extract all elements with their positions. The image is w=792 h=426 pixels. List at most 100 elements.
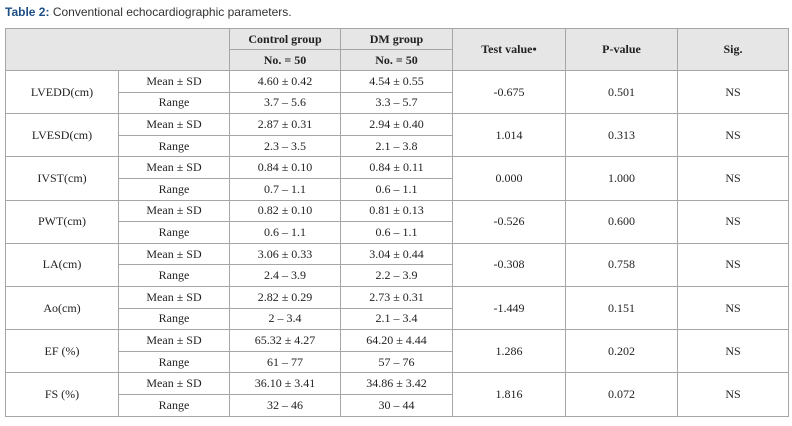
table-row: Range 0.6 – 1.1 0.6 – 1.1 bbox=[6, 221, 789, 244]
stat-label: Mean ± SD bbox=[118, 199, 230, 223]
table-row: PWT(cm) Mean ± SD 0.82 ± 0.10 0.81 ± 0.13 -0… bbox=[5, 199, 789, 244]
stat-value: 34.86 ± 3.42 bbox=[340, 372, 453, 395]
significance: NS bbox=[677, 329, 789, 374]
stat-value: 57 – 76 bbox=[340, 350, 453, 374]
significance: NS bbox=[677, 285, 789, 331]
stat-value: 2.82 ± 0.29 bbox=[229, 285, 341, 309]
test-value: -1.449 bbox=[452, 285, 566, 331]
stat-label: Mean ± SD bbox=[118, 242, 230, 266]
stat-label: Range bbox=[118, 221, 230, 244]
header-cell: P-value bbox=[565, 28, 678, 71]
parameter: FS (%) bbox=[5, 372, 119, 417]
stat-value: 0.84 ± 0.11 bbox=[340, 156, 453, 179]
test-value: 1.816 bbox=[452, 372, 566, 417]
stat-value: 32 – 46 bbox=[229, 393, 341, 417]
stat-value: 2 – 3.4 bbox=[229, 307, 341, 331]
table: Control group DM group Test value• P-val… bbox=[5, 28, 789, 417]
stat-value: 2.2 – 3.9 bbox=[340, 264, 453, 287]
test-value: -0.308 bbox=[452, 242, 566, 287]
stat-value: 0.6 – 1.1 bbox=[229, 221, 341, 244]
stat-value: 65.32 ± 4.27 bbox=[229, 329, 341, 352]
parameter: Ao(cm) bbox=[5, 285, 119, 331]
stat-label: Mean ± SD bbox=[118, 372, 230, 395]
stat-value: 2.73 ± 0.31 bbox=[340, 285, 453, 309]
header-cell: Test value• bbox=[452, 28, 566, 71]
stat-value: 0.7 – 1.1 bbox=[229, 177, 341, 201]
table-row: LVEDD(cm) Mean ± SD 4.60 ± 0.42 4.54 ± 0.55… bbox=[5, 69, 789, 115]
table-row: FS (%) Mean ± SD 36.10 ± 3.41 34.86 ± 3.42 1… bbox=[5, 372, 789, 417]
stat-value: 2.1 – 3.8 bbox=[340, 134, 453, 158]
stat-label: Range bbox=[118, 91, 230, 115]
stat-label: Range bbox=[118, 350, 230, 374]
stat-value: 0.84 ± 0.10 bbox=[229, 156, 341, 179]
stat-label: Range bbox=[118, 264, 230, 287]
stat-value: 4.60 ± 0.42 bbox=[229, 70, 341, 93]
stat-label: Range bbox=[118, 177, 230, 201]
parameter: IVST(cm) bbox=[5, 156, 119, 201]
table-row: LA(cm) Mean ± SD 3.06 ± 0.33 3.04 ± 0.44 -0.… bbox=[5, 242, 789, 287]
parameter: LVEDD(cm) bbox=[5, 69, 119, 115]
stat-value: 3.04 ± 0.44 bbox=[340, 242, 453, 266]
stat-value: 2.87 ± 0.31 bbox=[229, 113, 341, 136]
test-value: 0.000 bbox=[452, 156, 566, 201]
parameter: LA(cm) bbox=[5, 242, 119, 287]
stat-value: 2.94 ± 0.40 bbox=[340, 113, 453, 136]
table-row: Range 2 – 3.4 2.1 – 3.4 bbox=[6, 307, 789, 331]
header-cell: DM group bbox=[340, 28, 453, 50]
caption-text: Conventional echocardiographic parameter… bbox=[52, 5, 292, 19]
table-row: Range 32 – 46 30 – 44 bbox=[6, 393, 789, 417]
table-row: Range 61 – 77 57 – 76 bbox=[6, 350, 789, 374]
stat-label: Mean ± SD bbox=[118, 156, 230, 179]
p-value: 1.000 bbox=[565, 156, 678, 201]
stat-value: 4.54 ± 0.55 bbox=[340, 70, 453, 93]
table-row: IVST(cm) Mean ± SD 0.84 ± 0.10 0.84 ± 0.11 0… bbox=[5, 156, 789, 201]
stat-value: 2.1 – 3.4 bbox=[340, 307, 453, 331]
caption-label: Table 2: bbox=[5, 5, 50, 19]
stat-label: Mean ± SD bbox=[118, 329, 230, 352]
header-cell: Sig. bbox=[677, 28, 789, 71]
test-value: -0.675 bbox=[452, 69, 566, 115]
p-value: 0.072 bbox=[565, 372, 678, 417]
stat-value: 0.6 – 1.1 bbox=[340, 177, 453, 201]
stat-value: 0.81 ± 0.13 bbox=[340, 199, 453, 223]
stat-value: 61 – 77 bbox=[229, 350, 341, 374]
table-row: Range 0.7 – 1.1 0.6 – 1.1 bbox=[6, 177, 789, 201]
parameter: PWT(cm) bbox=[5, 199, 119, 244]
stat-label: Mean ± SD bbox=[118, 113, 230, 136]
significance: NS bbox=[677, 372, 789, 417]
stat-label: Range bbox=[118, 307, 230, 331]
significance: NS bbox=[677, 113, 789, 158]
test-value: -0.526 bbox=[452, 199, 566, 244]
significance: NS bbox=[677, 69, 789, 115]
stat-value: 2.4 – 3.9 bbox=[229, 264, 341, 287]
stat-label: Mean ± SD bbox=[118, 285, 230, 309]
stat-label: Range bbox=[118, 393, 230, 417]
test-value: 1.286 bbox=[452, 329, 566, 374]
stat-label: Range bbox=[118, 134, 230, 158]
stat-value: 2.3 – 3.5 bbox=[229, 134, 341, 158]
caption: Table 2: Conventional echocardiographic … bbox=[5, 5, 292, 19]
table-row: Range 2.3 – 3.5 2.1 – 3.8 bbox=[6, 134, 789, 158]
header-cell: Control group bbox=[229, 28, 341, 50]
significance: NS bbox=[677, 242, 789, 287]
significance: NS bbox=[677, 199, 789, 244]
p-value: 0.758 bbox=[565, 242, 678, 287]
stat-value: 0.82 ± 0.10 bbox=[229, 199, 341, 223]
stat-label: Mean ± SD bbox=[118, 70, 230, 93]
table-row: EF (%) Mean ± SD 65.32 ± 4.27 64.20 ± 4.44 1… bbox=[5, 329, 789, 374]
p-value: 0.313 bbox=[565, 113, 678, 158]
header-cell: No. = 50 bbox=[229, 49, 341, 71]
stat-value: 3.7 – 5.6 bbox=[229, 91, 341, 115]
significance: NS bbox=[677, 156, 789, 201]
stat-value: 3.3 – 5.7 bbox=[340, 91, 453, 115]
stat-value: 36.10 ± 3.41 bbox=[229, 372, 341, 395]
stat-value: 64.20 ± 4.44 bbox=[340, 329, 453, 352]
table-row: LVESD(cm) Mean ± SD 2.87 ± 0.31 2.94 ± 0.40… bbox=[5, 113, 789, 158]
table-row: Ao(cm) Mean ± SD 2.82 ± 0.29 2.73 ± 0.31 -1.… bbox=[5, 285, 789, 331]
header-cell: No. = 50 bbox=[340, 49, 453, 71]
p-value: 0.151 bbox=[565, 285, 678, 331]
p-value: 0.501 bbox=[565, 69, 678, 115]
test-value: 1.014 bbox=[452, 113, 566, 158]
p-value: 0.600 bbox=[565, 199, 678, 244]
stat-value: 3.06 ± 0.33 bbox=[229, 242, 341, 266]
